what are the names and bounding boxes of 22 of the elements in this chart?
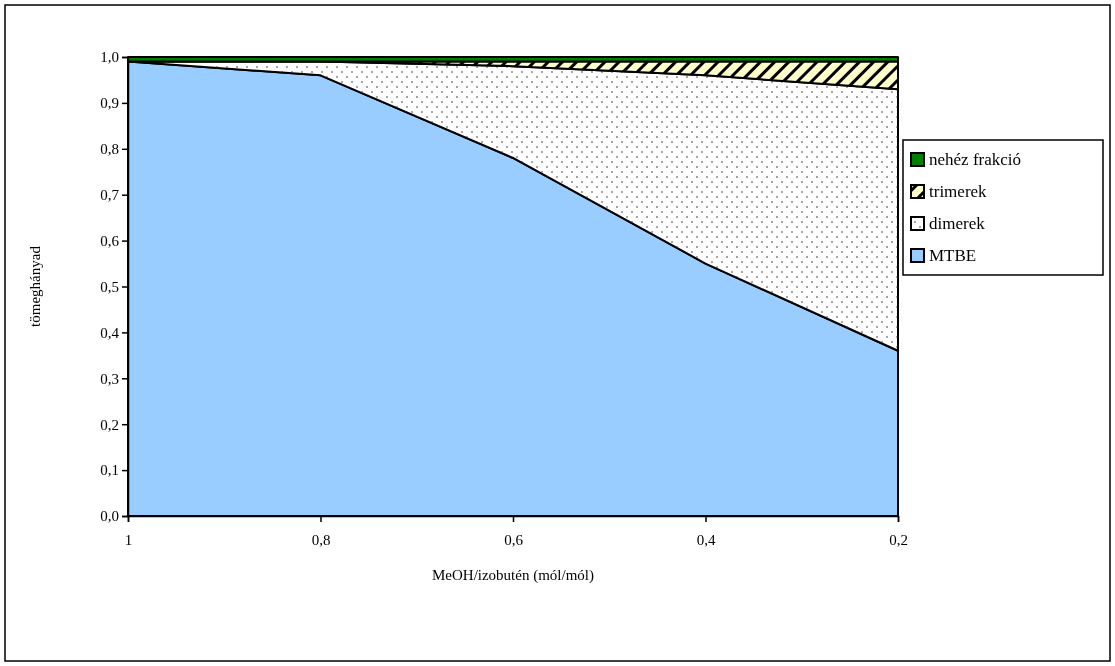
y-tick-label: 0,3 xyxy=(100,370,119,387)
legend-label: MTBE xyxy=(929,246,977,265)
legend-label: trimerek xyxy=(929,182,988,201)
y-tick-label: 0,1 xyxy=(100,462,119,479)
y-tick-label: 0,9 xyxy=(100,95,119,112)
legend-label: dimerek xyxy=(929,214,986,233)
y-tick-label: 0,8 xyxy=(100,141,119,158)
x-tick-label: 0,4 xyxy=(696,531,716,548)
x-axis-title: MeOH/izobutén (mól/mól) xyxy=(431,567,595,584)
x-tick-label: 1 xyxy=(124,531,133,548)
x-tick-label: 0,8 xyxy=(311,531,331,548)
y-axis-title: tömeghányad xyxy=(27,245,43,327)
y-tick-label: 0,2 xyxy=(100,416,119,433)
y-tick-label: 1,0 xyxy=(100,49,119,66)
x-tick-label: 0,2 xyxy=(889,531,908,548)
y-tick-label: 0,5 xyxy=(100,278,119,295)
legend-label: nehéz frakció xyxy=(929,150,1022,169)
y-tick-label: 0,7 xyxy=(100,187,120,203)
y-tick-label: 0,6 xyxy=(100,232,120,249)
y-tick-label: 0,4 xyxy=(100,324,120,341)
x-tick-label: 0,6 xyxy=(504,531,524,548)
y-tick-label: 0,0 xyxy=(100,508,119,525)
